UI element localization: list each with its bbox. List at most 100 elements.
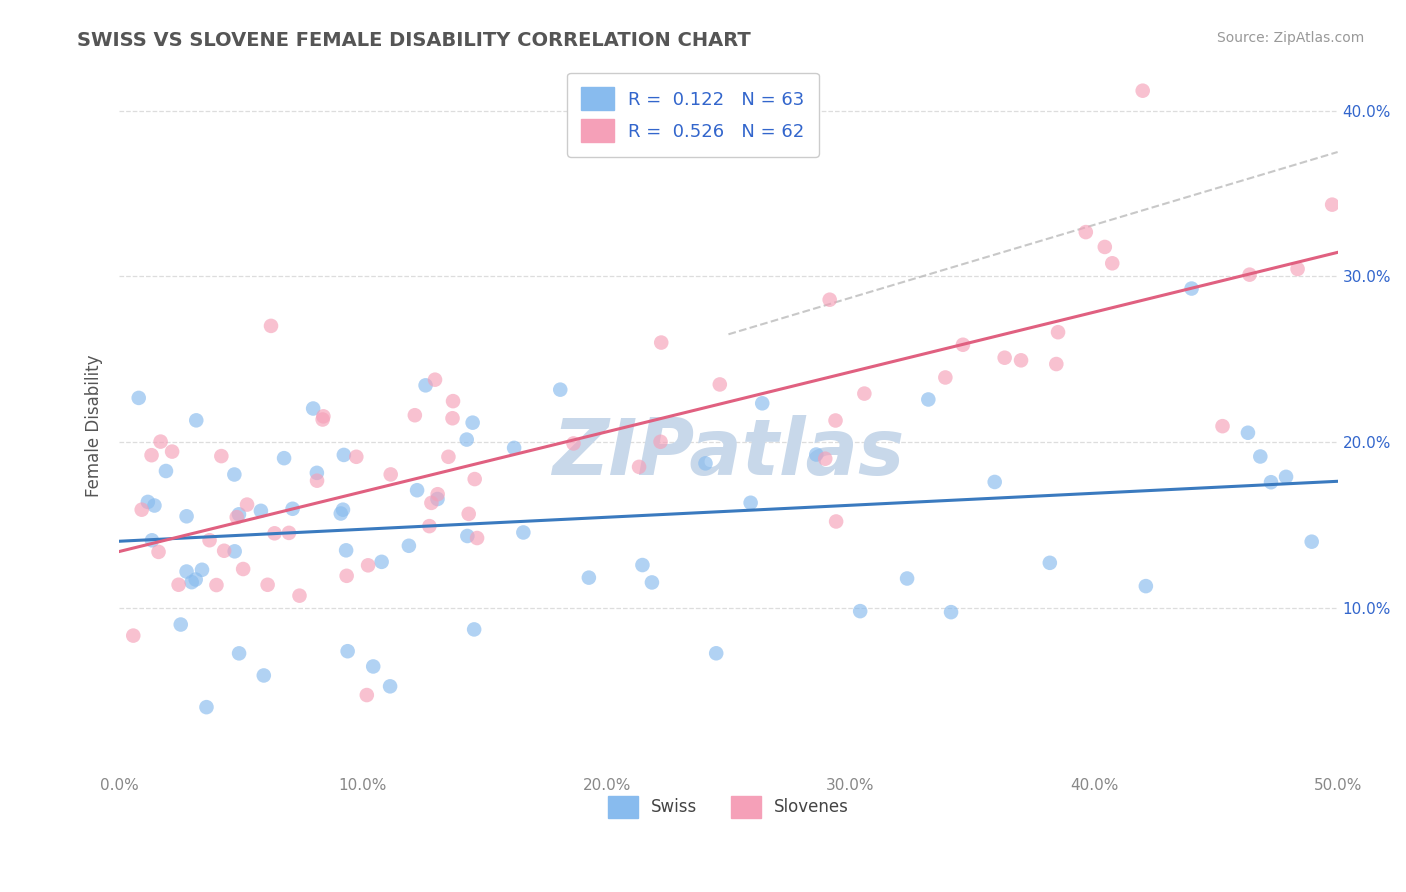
Swiss [180,575,202,590]
Swiss [641,575,664,590]
Slovenes [311,412,333,426]
Swiss [1260,475,1282,490]
Slovenes [934,370,956,384]
Swiss [1249,450,1271,464]
Swiss [176,509,198,524]
Slovenes [122,629,145,643]
Slovenes [312,409,335,424]
Slovenes [1320,197,1343,211]
Slovenes [256,578,278,592]
Swiss [695,456,717,470]
Swiss [426,491,449,506]
Slovenes [198,533,221,548]
Swiss [305,466,328,480]
Swiss [195,700,218,714]
Legend: Swiss, Slovenes: Swiss, Slovenes [602,789,856,824]
Slovenes [225,510,247,524]
Swiss [512,525,534,540]
Slovenes [994,351,1017,365]
Slovenes [236,498,259,512]
Swiss [548,383,571,397]
Swiss [186,413,208,427]
Slovenes [437,450,460,464]
Swiss [329,507,352,521]
Swiss [176,565,198,579]
Swiss [849,604,872,618]
Slovenes [212,543,235,558]
Slovenes [650,335,672,350]
Swiss [806,448,828,462]
Slovenes [818,293,841,307]
Swiss [983,475,1005,489]
Swiss [751,396,773,410]
Swiss [336,644,359,658]
Slovenes [709,377,731,392]
Slovenes [260,318,283,333]
Swiss [253,668,276,682]
Swiss [415,378,437,392]
Swiss [224,467,246,482]
Slovenes [1094,240,1116,254]
Slovenes [1010,353,1032,368]
Swiss [1301,534,1323,549]
Slovenes [420,496,443,510]
Slovenes [1132,84,1154,98]
Swiss [128,391,150,405]
Slovenes [441,411,464,425]
Swiss [361,659,384,673]
Slovenes [825,515,848,529]
Swiss [503,441,526,455]
Slovenes [357,558,380,573]
Slovenes [423,373,446,387]
Slovenes [426,487,449,501]
Swiss [281,501,304,516]
Slovenes [336,569,359,583]
Swiss [917,392,939,407]
Swiss [1180,281,1202,295]
Slovenes [562,436,585,450]
Slovenes [1101,256,1123,270]
Slovenes [305,474,328,488]
Swiss [1135,579,1157,593]
Swiss [302,401,325,416]
Slovenes [232,562,254,576]
Slovenes [263,526,285,541]
Slovenes [344,450,367,464]
Swiss [333,448,356,462]
Swiss [1237,425,1260,440]
Slovenes [1239,268,1261,282]
Swiss [250,504,273,518]
Slovenes [1045,357,1067,371]
Swiss [704,646,727,660]
Swiss [631,558,654,572]
Slovenes [628,459,651,474]
Slovenes [853,386,876,401]
Slovenes [356,688,378,702]
Text: SWISS VS SLOVENE FEMALE DISABILITY CORRELATION CHART: SWISS VS SLOVENE FEMALE DISABILITY CORRE… [77,31,751,50]
Text: Source: ZipAtlas.com: Source: ZipAtlas.com [1216,31,1364,45]
Swiss [463,623,485,637]
Slovenes [380,467,402,482]
Slovenes [278,525,301,540]
Swiss [456,529,478,543]
Swiss [184,573,207,587]
Swiss [370,555,392,569]
Slovenes [457,507,479,521]
Slovenes [149,434,172,449]
Swiss [406,483,429,498]
Slovenes [141,448,163,462]
Slovenes [288,589,311,603]
Swiss [228,508,250,522]
Swiss [1275,470,1298,484]
Text: ZIPatlas: ZIPatlas [553,416,904,491]
Swiss [224,544,246,558]
Swiss [939,605,962,619]
Swiss [740,496,762,510]
Slovenes [404,408,426,422]
Swiss [143,499,166,513]
Slovenes [441,394,464,409]
Slovenes [1074,225,1097,239]
Slovenes [824,413,846,427]
Slovenes [1212,419,1234,434]
Slovenes [464,472,486,486]
